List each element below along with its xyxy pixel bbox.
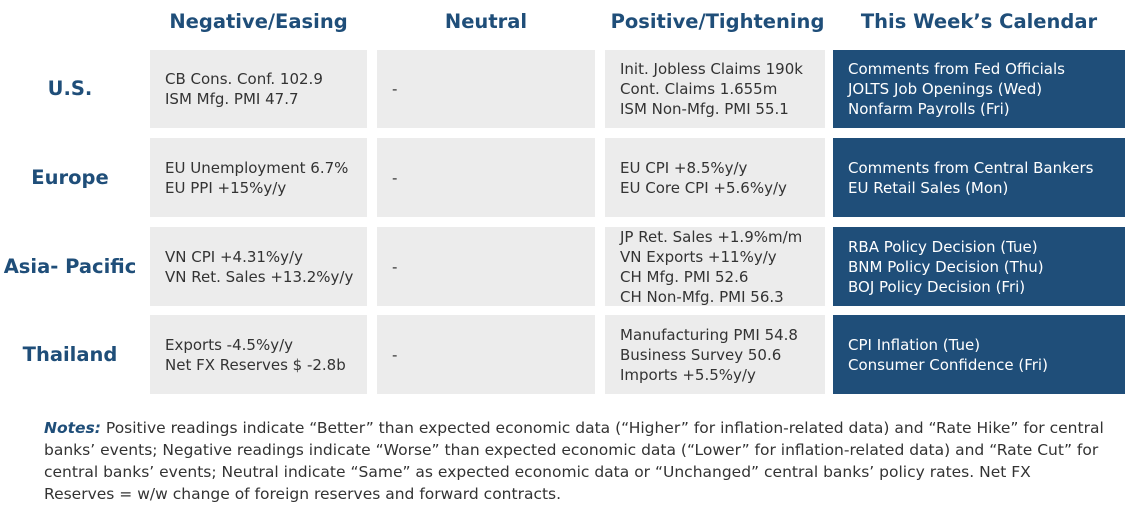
data-item: - [392,257,398,276]
cell-europe-positive: EU CPI +8.5%y/y EU Core CPI +5.6%y/y [605,138,825,217]
cell-europe-neutral: - [377,138,595,217]
cell-asia-pacific-negative: VN CPI +4.31%y/y VN Ret. Sales +13.2%y/y [150,227,367,306]
data-item: Init. Jobless Claims 190k [620,60,803,78]
cell-asia-pacific-calendar: RBA Policy Decision (Tue) BNM Policy Dec… [833,227,1125,306]
data-item: CH Non-Mfg. PMI 56.3 [620,287,784,306]
cell-thailand-calendar: CPI Inflation (Tue) Consumer Confidence … [833,315,1125,394]
header-positive-tightening: Positive/Tightening [610,9,825,33]
data-item: - [392,80,398,98]
calendar-item: BNM Policy Decision (Thu) [848,257,1044,276]
calendar-item: RBA Policy Decision (Tue) [848,237,1038,256]
cell-thailand-neutral: - [377,315,595,394]
calendar-item: JOLTS Job Openings (Wed) [848,80,1043,98]
cell-us-negative: CB Cons. Conf. 102.9 ISM Mfg. PMI 47.7 [150,50,367,128]
notes-text: Positive readings indicate “Better” than… [44,419,1104,503]
row-label-europe: Europe [0,138,140,217]
cell-europe-calendar: Comments from Central Bankers EU Retail … [833,138,1125,217]
row-label-us: U.S. [0,50,140,128]
data-item: Manufacturing PMI 54.8 [620,325,798,344]
data-item: EU Core CPI +5.6%y/y [620,178,787,197]
header-this-weeks-calendar: This Week’s Calendar [860,9,1098,33]
data-item: JP Ret. Sales +1.9%m/m [620,227,803,246]
cell-us-calendar: Comments from Fed Officials JOLTS Job Op… [833,50,1125,128]
cell-thailand-negative: Exports -4.5%y/y Net FX Reserves $ -2.8b [150,315,367,394]
cell-asia-pacific-neutral: - [377,227,595,306]
data-item: Cont. Claims 1.655m [620,80,778,98]
cell-europe-negative: EU Unemployment 6.7% EU PPI +15%y/y [150,138,367,217]
cell-us-positive: Init. Jobless Claims 190k Cont. Claims 1… [605,50,825,128]
region-name: U.S. [47,77,93,100]
data-item: ISM Mfg. PMI 47.7 [165,90,299,108]
data-item: VN CPI +4.31%y/y [165,247,303,266]
data-item: EU Unemployment 6.7% [165,158,349,177]
header-neutral: Neutral [444,9,528,33]
notes-paragraph: Notes: Positive readings indicate “Bette… [44,417,1104,505]
calendar-item: Comments from Central Bankers [848,158,1094,177]
data-item: Business Survey 50.6 [620,345,782,364]
data-item: CH Mfg. PMI 52.6 [620,267,749,286]
cell-thailand-positive: Manufacturing PMI 54.8 Business Survey 5… [605,315,825,394]
calendar-item: Nonfarm Payrolls (Fri) [848,100,1010,118]
row-label-thailand: Thailand [0,315,140,394]
data-item: Net FX Reserves $ -2.8b [165,355,346,374]
cell-us-neutral: - [377,50,595,128]
calendar-item: EU Retail Sales (Mon) [848,178,1009,197]
notes-label: Notes: [44,419,101,437]
data-item: - [392,345,398,364]
calendar-item: Comments from Fed Officials [848,60,1065,78]
cell-asia-pacific-positive: JP Ret. Sales +1.9%m/m VN Exports +11%y/… [605,227,825,306]
calendar-item: Consumer Confidence (Fri) [848,355,1048,374]
region-name: Europe [31,165,109,189]
data-item: Exports -4.5%y/y [165,335,294,354]
header-negative-easing: Negative/Easing [169,9,348,33]
data-item: Imports +5.5%y/y [620,365,756,384]
data-item: VN Exports +11%y/y [620,247,777,266]
data-item: - [392,168,398,187]
region-name: Pacific [65,254,137,278]
data-item: ISM Non-Mfg. PMI 55.1 [620,100,789,118]
data-item: VN Ret. Sales +13.2%y/y [165,267,354,286]
region-name: Asia- [3,254,59,278]
data-item: CB Cons. Conf. 102.9 [165,70,323,88]
data-item: EU PPI +15%y/y [165,178,287,197]
region-name: Thailand [22,342,118,366]
row-label-asia-pacific: Asia- Pacific [0,227,140,306]
calendar-item: BOJ Policy Decision (Fri) [848,277,1026,296]
calendar-item: CPI Inflation (Tue) [848,335,981,354]
data-item: EU CPI +8.5%y/y [620,158,748,177]
